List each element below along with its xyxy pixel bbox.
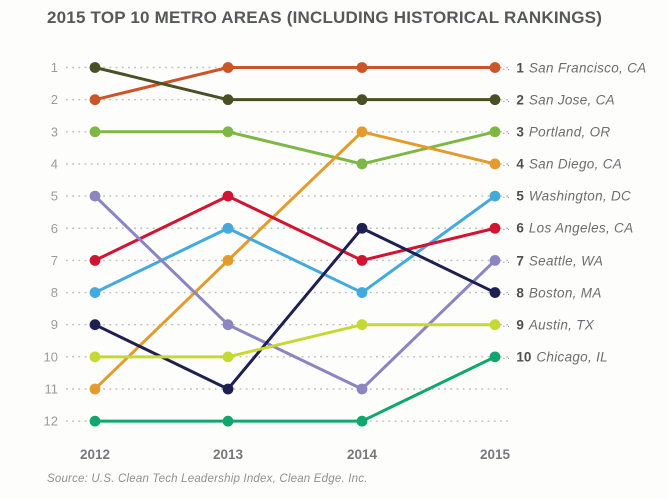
data-point-austin-tx-2014 bbox=[356, 319, 368, 331]
rank-axis-label: 6 bbox=[51, 221, 58, 236]
x-axis-label-2014: 2014 bbox=[347, 447, 378, 462]
data-point-chicago-il-2014 bbox=[356, 415, 368, 427]
data-point-austin-tx-2015 bbox=[489, 319, 501, 331]
series-line-portland-or bbox=[93, 130, 497, 166]
series-line-washington-dc bbox=[93, 194, 497, 295]
data-point-san-diego-ca-2015 bbox=[489, 158, 501, 170]
data-point-seattle-wa-2013 bbox=[222, 319, 234, 331]
data-point-san-jose-ca-2014 bbox=[356, 94, 368, 106]
data-point-austin-tx-2012 bbox=[89, 351, 101, 363]
data-point-chicago-il-2013 bbox=[222, 415, 234, 427]
data-point-boston-ma-2015 bbox=[489, 287, 501, 298]
series-line-seattle-wa bbox=[93, 194, 497, 391]
rank-axis-label: 4 bbox=[51, 156, 58, 171]
series-line-san-jose-ca bbox=[93, 66, 497, 102]
data-point-san-francisco-ca-2015 bbox=[489, 62, 501, 73]
data-point-san-francisco-ca-2012 bbox=[89, 94, 101, 106]
data-point-seattle-wa-2014 bbox=[356, 383, 368, 395]
data-point-boston-ma-2012 bbox=[89, 319, 101, 331]
data-point-washington-dc-2013 bbox=[222, 222, 234, 234]
rank-axis-label: 10 bbox=[44, 349, 58, 364]
data-point-washington-dc-2014 bbox=[356, 287, 368, 298]
rank-axis-label: 9 bbox=[51, 317, 58, 332]
data-point-chicago-il-2015 bbox=[489, 351, 501, 363]
source-note: Source: U.S. Clean Tech Leadership Index… bbox=[47, 473, 368, 485]
data-point-san-diego-ca-2014 bbox=[356, 126, 368, 138]
x-axis-label-2015: 2015 bbox=[480, 447, 511, 462]
data-point-washington-dc-2012 bbox=[89, 287, 101, 298]
data-point-san-diego-ca-2012 bbox=[89, 383, 101, 395]
x-axis-label-2013: 2013 bbox=[213, 447, 244, 462]
data-point-boston-ma-2014 bbox=[356, 222, 368, 234]
rank-axis-label: 1 bbox=[51, 60, 58, 75]
data-point-portland-or-2013 bbox=[222, 126, 234, 138]
data-point-seattle-wa-2015 bbox=[489, 255, 501, 266]
data-point-los-angeles-ca-2013 bbox=[222, 190, 234, 202]
data-point-san-jose-ca-2012 bbox=[89, 62, 101, 73]
data-point-los-angeles-ca-2012 bbox=[89, 255, 101, 266]
rank-axis-label: 3 bbox=[51, 124, 58, 139]
series-line-san-francisco-ca bbox=[93, 66, 497, 102]
data-point-san-francisco-ca-2013 bbox=[222, 62, 234, 73]
data-point-portland-or-2012 bbox=[89, 126, 101, 138]
rank-axis-label: 7 bbox=[51, 253, 58, 268]
rank-axis-label: 12 bbox=[44, 414, 58, 429]
data-point-san-jose-ca-2015 bbox=[489, 94, 501, 106]
data-point-seattle-wa-2012 bbox=[89, 190, 101, 202]
series-line-austin-tx bbox=[93, 323, 497, 359]
data-point-los-angeles-ca-2014 bbox=[356, 255, 368, 266]
data-point-boston-ma-2013 bbox=[222, 383, 234, 395]
rank-axis-label: 5 bbox=[51, 189, 58, 204]
rank-axis-label: 2 bbox=[51, 92, 58, 107]
data-point-san-diego-ca-2013 bbox=[222, 255, 234, 266]
chart-title: 2015 TOP 10 METRO AREAS (INCLUDING HISTO… bbox=[47, 8, 603, 27]
series-line-san-diego-ca bbox=[93, 130, 497, 391]
data-point-portland-or-2015 bbox=[489, 126, 501, 138]
data-point-san-francisco-ca-2014 bbox=[356, 62, 368, 73]
data-point-los-angeles-ca-2015 bbox=[489, 222, 501, 234]
x-axis-label-2012: 2012 bbox=[80, 447, 110, 462]
data-point-san-jose-ca-2013 bbox=[222, 94, 234, 106]
data-point-washington-dc-2015 bbox=[489, 190, 501, 202]
rank-axis-label: 8 bbox=[51, 285, 58, 300]
series-line-chicago-il bbox=[93, 355, 497, 423]
data-point-chicago-il-2012 bbox=[89, 415, 101, 427]
rank-axis-label: 11 bbox=[45, 382, 59, 397]
data-point-portland-or-2014 bbox=[356, 158, 368, 170]
data-point-austin-tx-2013 bbox=[222, 351, 234, 363]
series-line-los-angeles-ca bbox=[93, 194, 497, 262]
